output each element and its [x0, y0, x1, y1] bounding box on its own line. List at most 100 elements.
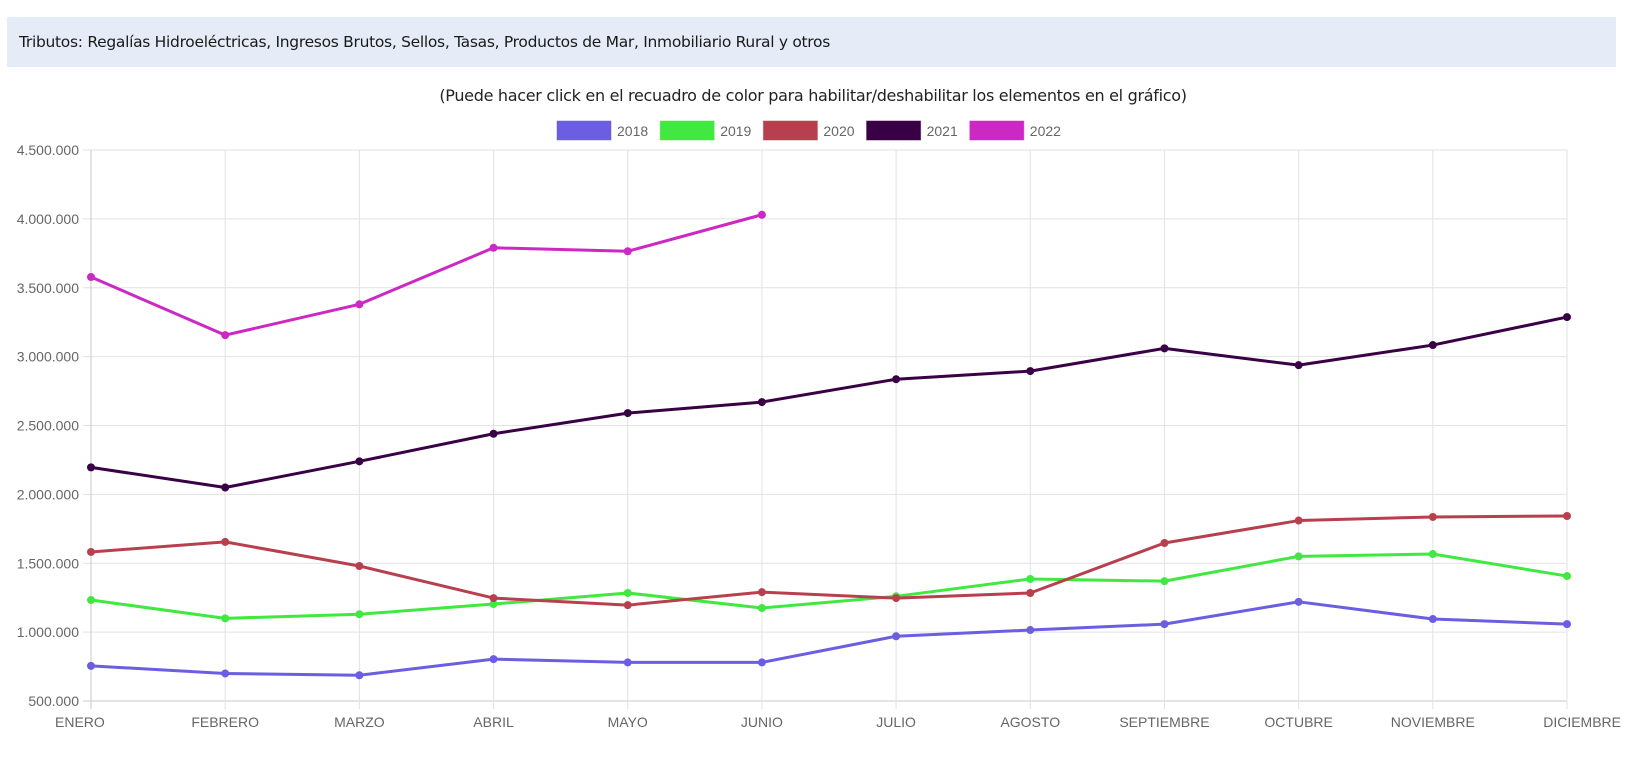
- data-point[interactable]: [355, 562, 364, 571]
- x-tick-label: MARZO: [334, 714, 385, 730]
- legend-item-2022[interactable]: 2022: [969, 120, 1061, 141]
- x-tick-label: FEBRERO: [191, 714, 259, 730]
- data-point[interactable]: [757, 210, 766, 219]
- data-point[interactable]: [1428, 341, 1437, 350]
- header-title: Tributos: Regalías Hidroeléctricas, Ingr…: [19, 33, 830, 51]
- data-point[interactable]: [892, 594, 901, 603]
- data-point[interactable]: [623, 658, 632, 667]
- data-point[interactable]: [757, 604, 766, 613]
- legend-color-box[interactable]: [969, 120, 1025, 141]
- data-point[interactable]: [355, 457, 364, 466]
- data-point[interactable]: [623, 409, 632, 418]
- data-point[interactable]: [489, 243, 498, 252]
- data-point[interactable]: [221, 331, 230, 340]
- data-point[interactable]: [87, 547, 95, 556]
- data-point[interactable]: [623, 601, 632, 610]
- data-point[interactable]: [489, 429, 498, 438]
- y-tick-label: 1.500.000: [17, 555, 79, 571]
- data-point[interactable]: [1294, 516, 1303, 525]
- x-tick-label: JUNIO: [741, 714, 783, 730]
- series-line-2018: [90, 600, 1568, 677]
- data-point[interactable]: [1428, 615, 1437, 624]
- data-point[interactable]: [87, 273, 95, 282]
- data-point[interactable]: [1563, 620, 1571, 629]
- y-tick-label: 4.000.000: [17, 211, 79, 227]
- x-tick-label: JULIO: [876, 714, 916, 730]
- data-point[interactable]: [87, 661, 95, 670]
- data-point[interactable]: [623, 589, 632, 598]
- x-tick-label: ABRIL: [473, 714, 514, 730]
- y-tick-label: 500.000: [28, 693, 79, 709]
- legend-item-2021[interactable]: 2021: [866, 120, 958, 141]
- legend-label: 2018: [617, 123, 648, 139]
- data-point[interactable]: [355, 671, 364, 680]
- series-2020: [87, 512, 1571, 610]
- legend-hint-text: (Puede hacer click en el recuadro de col…: [439, 86, 1187, 105]
- legend-color-box[interactable]: [556, 120, 612, 141]
- x-tick-label: DICIEMBRE: [1543, 714, 1621, 730]
- data-point[interactable]: [1160, 539, 1169, 548]
- data-point[interactable]: [1428, 512, 1437, 521]
- data-point[interactable]: [355, 610, 364, 619]
- series-line-2020: [90, 514, 1568, 607]
- data-point[interactable]: [1563, 572, 1571, 581]
- series-2021: [87, 313, 1571, 492]
- data-point[interactable]: [1294, 597, 1303, 606]
- series-group: [87, 210, 1571, 680]
- legend-item-2018[interactable]: 2018: [556, 120, 648, 141]
- series-2018: [87, 597, 1571, 680]
- data-point[interactable]: [1160, 620, 1169, 629]
- chart-section-header: Tributos: Regalías Hidroeléctricas, Ingr…: [7, 17, 1616, 67]
- legend-color-box[interactable]: [762, 120, 818, 141]
- data-point[interactable]: [892, 375, 901, 384]
- legend-label: 2020: [823, 123, 854, 139]
- y-tick-label: 3.000.000: [17, 349, 79, 365]
- data-point[interactable]: [87, 463, 95, 472]
- y-tick-label: 3.500.000: [17, 280, 79, 296]
- data-point[interactable]: [757, 398, 766, 407]
- legend-color-box[interactable]: [866, 120, 922, 141]
- x-tick-label: AGOSTO: [1000, 714, 1060, 730]
- data-point[interactable]: [489, 600, 498, 609]
- data-point[interactable]: [221, 483, 230, 492]
- legend-label: 2022: [1030, 123, 1061, 139]
- data-point[interactable]: [221, 614, 230, 623]
- data-point[interactable]: [1026, 589, 1035, 598]
- data-point[interactable]: [1160, 344, 1169, 353]
- data-point[interactable]: [757, 588, 766, 597]
- data-point[interactable]: [489, 655, 498, 664]
- data-point[interactable]: [1294, 552, 1303, 561]
- data-point[interactable]: [1026, 367, 1035, 376]
- data-point[interactable]: [1026, 574, 1035, 583]
- series-2019: [87, 550, 1571, 623]
- data-point[interactable]: [1294, 361, 1303, 370]
- series-line-2021: [90, 315, 1568, 489]
- y-tick-label: 4.500.000: [17, 142, 79, 158]
- y-tick-label: 2.500.000: [17, 418, 79, 434]
- x-tick-label: OCTUBRE: [1264, 714, 1332, 730]
- axes: 500.000 1.000.000 1.500.000 2.000.000 2.500.…: [17, 142, 1621, 730]
- legend-color-box[interactable]: [659, 120, 715, 141]
- y-tick-label: 2.000.000: [17, 486, 79, 502]
- data-point[interactable]: [892, 632, 901, 641]
- data-point[interactable]: [757, 658, 766, 667]
- legend-item-2019[interactable]: 2019: [659, 120, 752, 141]
- legend-label: 2019: [720, 123, 751, 139]
- x-tick-label: MAYO: [608, 714, 648, 730]
- data-point[interactable]: [221, 669, 230, 678]
- data-point[interactable]: [87, 596, 95, 605]
- data-point[interactable]: [1428, 550, 1437, 559]
- data-point[interactable]: [221, 537, 230, 546]
- legend-label: 2021: [927, 123, 958, 139]
- data-point[interactable]: [355, 300, 364, 309]
- series-line-2019: [90, 552, 1568, 620]
- data-point[interactable]: [1563, 512, 1571, 521]
- data-point[interactable]: [623, 247, 632, 256]
- data-point[interactable]: [1160, 577, 1169, 586]
- data-point[interactable]: [1026, 626, 1035, 635]
- data-point[interactable]: [489, 594, 498, 603]
- x-tick-label: NOVIEMBRE: [1391, 714, 1475, 730]
- x-tick-label: SEPTIEMBRE: [1119, 714, 1209, 730]
- legend-item-2020[interactable]: 2020: [762, 120, 855, 141]
- data-point[interactable]: [1563, 313, 1571, 322]
